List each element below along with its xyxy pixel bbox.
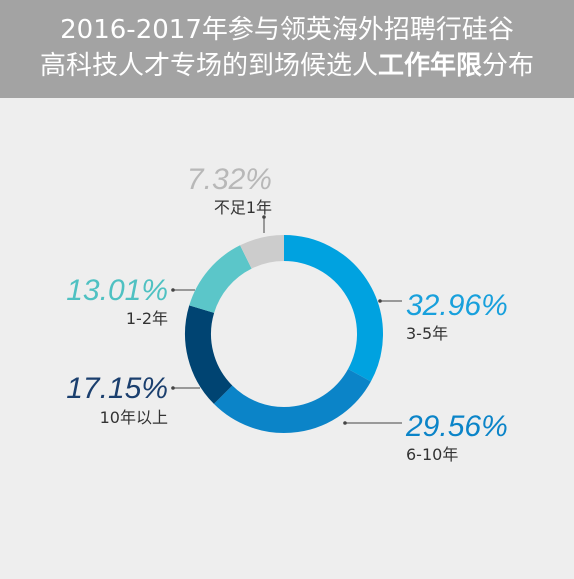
donut-slice-4 bbox=[189, 245, 253, 314]
donut-slice-5 bbox=[240, 235, 285, 269]
data-label-2: 29.56% bbox=[405, 410, 508, 443]
leader-dot-1 bbox=[378, 299, 382, 303]
category-label-5: 不足1年 bbox=[214, 198, 272, 217]
category-label-1: 3-5年 bbox=[406, 324, 448, 343]
title-suffix: 分布 bbox=[482, 51, 535, 81]
data-label-1: 32.96% bbox=[406, 289, 508, 322]
data-label-4: 13.01% bbox=[66, 274, 168, 307]
data-label-5: 7.32% bbox=[187, 163, 272, 196]
chart-title-line1: 2016-2017年参与领英海外招聘行硅谷 bbox=[60, 15, 514, 45]
category-label-4: 1-2年 bbox=[126, 309, 168, 328]
title-emphasis: 工作年限 bbox=[377, 51, 482, 81]
leader-dot-2 bbox=[343, 421, 347, 425]
title-text: 高科技人才专场的到场候选人 bbox=[39, 51, 378, 81]
chart-title-line2: 高科技人才专场的到场候选人工作年限分布 bbox=[0, 48, 574, 84]
data-label-3: 17.15% bbox=[66, 372, 168, 405]
title-banner: 2016-2017年参与领英海外招聘行硅谷 高科技人才专场的到场候选人工作年限分… bbox=[0, 0, 574, 98]
leader-dot-4 bbox=[171, 288, 175, 292]
donut-slice-3 bbox=[185, 305, 233, 404]
donut-slice-1 bbox=[283, 235, 383, 382]
category-label-3: 10年以上 bbox=[100, 408, 168, 427]
leader-dot-5 bbox=[262, 215, 266, 219]
donut-slice-2 bbox=[213, 368, 371, 433]
category-label-2: 6-10年 bbox=[406, 445, 458, 464]
leader-dot-3 bbox=[171, 386, 175, 390]
